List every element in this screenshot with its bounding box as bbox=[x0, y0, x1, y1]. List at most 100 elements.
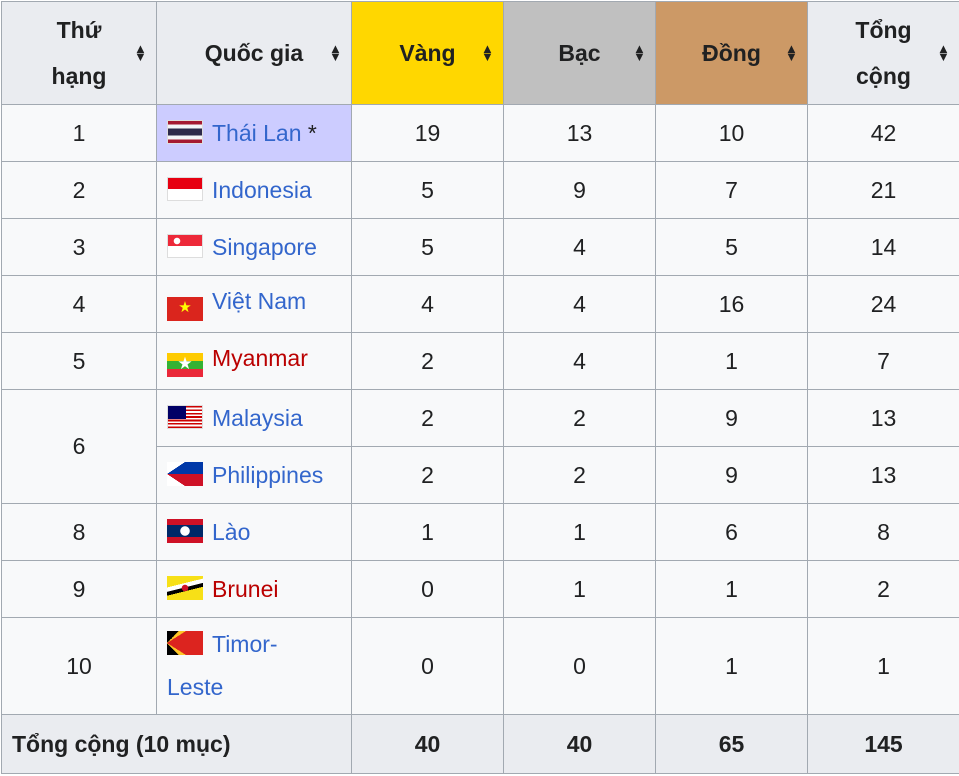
sort-icon[interactable]: ▲ ▼ bbox=[633, 41, 646, 64]
brunei-flag-icon bbox=[167, 575, 203, 600]
bronze-cell: 1 bbox=[655, 560, 808, 618]
silver-cell: 9 bbox=[503, 161, 656, 219]
country-cell: Thái Lan * bbox=[156, 104, 352, 162]
gold-cell: 19 bbox=[351, 104, 504, 162]
header-bronze[interactable]: Đồng ▲ ▼ bbox=[655, 1, 808, 105]
country-cell: Brunei bbox=[156, 560, 352, 618]
bronze-cell: 16 bbox=[655, 275, 808, 333]
gold-cell: 2 bbox=[351, 332, 504, 390]
silver-cell: 13 bbox=[503, 104, 656, 162]
silver-cell: 2 bbox=[503, 389, 656, 447]
bronze-cell: 10 bbox=[655, 104, 808, 162]
silver-cell: 1 bbox=[503, 560, 656, 618]
total-cell: 1 bbox=[807, 617, 959, 715]
total-cell: 24 bbox=[807, 275, 959, 333]
thailand-flag-icon bbox=[167, 119, 203, 144]
gold-cell: 4 bbox=[351, 275, 504, 333]
rank-cell: 6 bbox=[1, 389, 157, 504]
rank-cell: 9 bbox=[1, 560, 157, 618]
bronze-cell: 5 bbox=[655, 218, 808, 276]
gold-cell: 5 bbox=[351, 161, 504, 219]
country-link[interactable]: Philippines bbox=[212, 461, 324, 488]
country-cell: Philippines bbox=[156, 446, 352, 504]
header-silver[interactable]: Bạc ▲ ▼ bbox=[503, 1, 656, 105]
country-cell: Timor- Leste bbox=[156, 617, 352, 715]
table-row: 6 Malaysia 2 2 9 13 bbox=[1, 389, 959, 504]
table-row: 5 ★ Myanmar 2 4 1 7 bbox=[1, 332, 959, 390]
header-rank[interactable]: Thứ hạng ▲ ▼ bbox=[1, 1, 157, 105]
country-cell: ★ Myanmar bbox=[156, 332, 352, 390]
rank-cell: 3 bbox=[1, 218, 157, 276]
country-link[interactable]: Myanmar bbox=[212, 345, 308, 371]
sort-icon[interactable]: ▲ ▼ bbox=[937, 41, 950, 64]
country-link[interactable]: Lào bbox=[212, 518, 251, 545]
country-cell: Lào bbox=[156, 503, 352, 561]
country-link[interactable]: Indonesia bbox=[212, 176, 312, 203]
singapore-flag-icon bbox=[167, 233, 203, 258]
gold-cell: 5 bbox=[351, 218, 504, 276]
timor-leste-flag-icon bbox=[167, 631, 203, 655]
country-link[interactable]: Timor- Leste bbox=[167, 631, 278, 700]
myanmar-flag-icon: ★ bbox=[167, 353, 203, 377]
sort-icon[interactable]: ▲ ▼ bbox=[329, 41, 342, 64]
indonesia-flag-icon bbox=[167, 176, 203, 201]
header-gold[interactable]: Vàng ▲ ▼ bbox=[351, 1, 504, 105]
bronze-cell: 7 bbox=[655, 161, 808, 219]
vietnam-flag-icon: ★ bbox=[167, 296, 203, 321]
totals-gold: 40 bbox=[351, 714, 504, 774]
silver-cell: 0 bbox=[503, 617, 656, 715]
rank-cell: 2 bbox=[1, 161, 157, 219]
total-cell: 21 bbox=[807, 161, 959, 219]
gold-cell: 0 bbox=[351, 560, 504, 618]
rank-cell: 8 bbox=[1, 503, 157, 561]
gold-cell: 0 bbox=[351, 617, 504, 715]
sort-icon[interactable]: ▲ ▼ bbox=[785, 41, 798, 64]
header-rank-line1: Thứ bbox=[56, 17, 102, 43]
silver-cell: 4 bbox=[503, 275, 656, 333]
sort-icon[interactable]: ▲ ▼ bbox=[481, 41, 494, 64]
table-row: 10 Timor- Leste 0 0 1 1 bbox=[1, 617, 959, 715]
bronze-cell: 6 bbox=[655, 503, 808, 561]
silver-cell: 4 bbox=[503, 332, 656, 390]
totals-total: 145 bbox=[807, 714, 959, 774]
country-link[interactable]: Thái Lan bbox=[212, 119, 302, 146]
totals-silver: 40 bbox=[503, 714, 656, 774]
header-rank-line2: hạng bbox=[51, 63, 107, 89]
country-link[interactable]: Việt Nam bbox=[212, 287, 307, 314]
header-silver-label: Bạc bbox=[558, 40, 601, 66]
header-country[interactable]: Quốc gia ▲ ▼ bbox=[156, 1, 352, 105]
country-link[interactable]: Malaysia bbox=[212, 404, 303, 431]
bronze-cell: 1 bbox=[655, 617, 808, 715]
bronze-cell: 1 bbox=[655, 332, 808, 390]
country-cell: Malaysia bbox=[156, 389, 352, 447]
table-row: 3 Singapore 5 4 5 14 bbox=[1, 218, 959, 276]
country-link[interactable]: Singapore bbox=[212, 233, 317, 260]
country-cell: ★ Việt Nam bbox=[156, 275, 352, 333]
rank-cell: 1 bbox=[1, 104, 157, 162]
header-bronze-label: Đồng bbox=[702, 40, 761, 66]
rank-cell: 5 bbox=[1, 332, 157, 390]
country-link[interactable]: Brunei bbox=[212, 575, 279, 602]
laos-flag-icon bbox=[167, 518, 203, 543]
sort-icon[interactable]: ▲ ▼ bbox=[134, 41, 147, 64]
bronze-cell: 9 bbox=[655, 389, 808, 447]
country-cell: Singapore bbox=[156, 218, 352, 276]
gold-cell: 2 bbox=[351, 446, 504, 504]
totals-bronze: 65 bbox=[655, 714, 808, 774]
country-cell: Indonesia bbox=[156, 161, 352, 219]
total-cell: 13 bbox=[807, 389, 959, 447]
host-mark: * bbox=[307, 119, 317, 146]
header-row: Thứ hạng ▲ ▼ Quốc gia ▲ ▼ Vàng ▲ ▼ Bạc ▲ ▼ Đồng ▲ ▼… bbox=[1, 1, 959, 105]
total-cell: 42 bbox=[807, 104, 959, 162]
total-cell: 13 bbox=[807, 446, 959, 504]
table-row: 1 Thái Lan * 19 13 10 42 bbox=[1, 104, 959, 162]
malaysia-flag-icon bbox=[167, 404, 203, 429]
header-total[interactable]: Tổng cộng ▲ ▼ bbox=[807, 1, 959, 105]
header-country-label: Quốc gia bbox=[204, 40, 304, 66]
silver-cell: 4 bbox=[503, 218, 656, 276]
rank-cell: 4 bbox=[1, 275, 157, 333]
philippines-flag-icon bbox=[167, 461, 203, 486]
bronze-cell: 9 bbox=[655, 446, 808, 504]
total-cell: 14 bbox=[807, 218, 959, 276]
